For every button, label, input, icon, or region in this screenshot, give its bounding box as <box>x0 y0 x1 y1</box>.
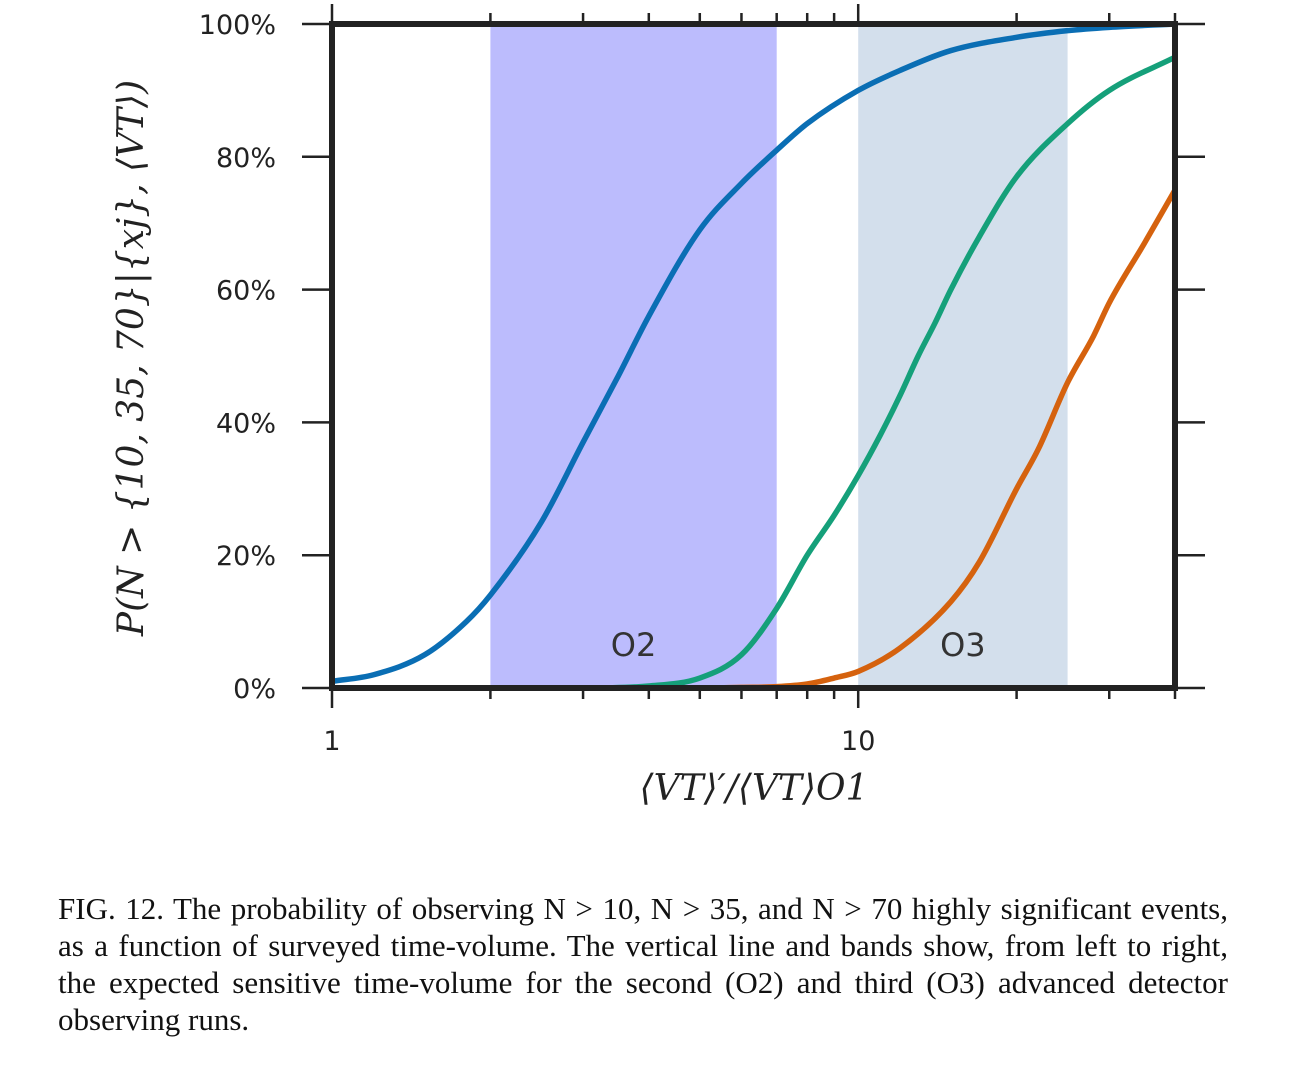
series-line-1 <box>329 21 1178 685</box>
figure-caption: FIG. 12. The probability of observing N … <box>58 891 1228 1037</box>
band-o3 <box>858 24 1068 688</box>
band-label-o2: O2 <box>611 626 657 664</box>
y-tick-label: 60% <box>216 276 276 307</box>
band-label-o3: O3 <box>940 626 986 664</box>
plot-frame <box>329 21 1178 691</box>
x-axis-label: ⟨VT⟩′/⟨VT⟩O1 <box>640 768 869 809</box>
band-o2 <box>490 24 777 688</box>
probability-chart: O2 O31 100%20%40%60%80%100% ⟨VT⟩′/⟨VT⟩O1 P… <box>111 4 1205 809</box>
tick-labels-layer: O2 O31 100%20%40%60%80%100% <box>199 10 986 757</box>
y-tick-label: 40% <box>216 408 276 439</box>
y-tick-label: 100% <box>199 10 276 41</box>
y-tick-label: 20% <box>216 541 276 572</box>
y-axis-label: P(N > {10, 35, 70}|{xj}, ⟨VT⟩) <box>111 80 152 637</box>
y-tick-label: 0% <box>233 674 276 705</box>
x-tick-label: 1 <box>323 726 340 757</box>
x-tick-label: 10 <box>841 726 875 757</box>
y-tick-label: 80% <box>216 143 276 174</box>
bands-layer <box>490 24 1068 688</box>
